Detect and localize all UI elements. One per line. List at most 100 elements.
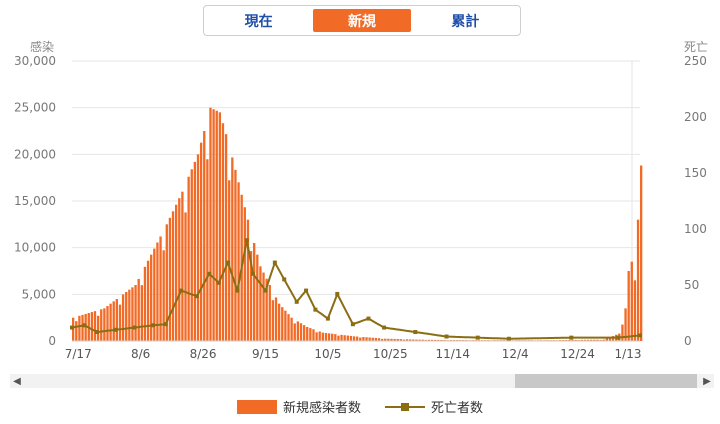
case-bar — [109, 303, 112, 341]
case-bar — [100, 309, 103, 341]
case-bar — [84, 313, 87, 341]
scroll-left-button[interactable]: ◀ — [13, 375, 21, 387]
case-bar — [190, 169, 193, 341]
case-bar — [271, 300, 275, 341]
case-bar — [302, 325, 306, 341]
tab-current[interactable]: 現在 — [244, 13, 273, 30]
case-bar — [434, 339, 437, 341]
case-bar — [81, 314, 84, 341]
case-bar — [309, 328, 312, 341]
right-tick-label: 150 — [684, 166, 707, 180]
case-bar — [387, 338, 390, 341]
case-bar — [384, 338, 387, 341]
case-bar — [380, 338, 384, 341]
case-bar — [430, 339, 434, 341]
case-bar — [343, 335, 346, 341]
case-bar — [128, 289, 131, 341]
case-bar — [174, 204, 178, 341]
legend-item-cases[interactable]: 新規感染者数 — [236, 397, 361, 416]
case-bar — [590, 339, 593, 341]
case-bar — [583, 339, 587, 341]
case-bar — [359, 337, 362, 341]
case-bar — [146, 260, 150, 341]
case-bar — [196, 154, 200, 341]
deaths-point — [216, 280, 221, 285]
case-bar — [249, 251, 253, 341]
deaths-point — [335, 291, 340, 296]
case-bar — [427, 339, 431, 341]
case-bar — [399, 339, 403, 341]
case-bar — [262, 272, 265, 341]
case-bar — [253, 243, 256, 341]
case-bar — [150, 254, 153, 341]
case-bar — [171, 211, 175, 341]
left-tick-label: 15,000 — [14, 194, 56, 208]
legend-label-deaths: 死亡者数 — [431, 401, 484, 416]
deaths-point — [272, 260, 277, 265]
case-bar — [621, 324, 624, 341]
case-bar — [368, 337, 371, 341]
case-bar — [90, 312, 94, 341]
case-bar — [209, 107, 212, 342]
deaths-point — [444, 334, 449, 339]
deaths-point — [82, 323, 87, 328]
scroll-thumb[interactable] — [515, 374, 697, 388]
case-bar — [131, 287, 134, 341]
right-tick-label: 200 — [684, 110, 707, 124]
scroll-right-button[interactable]: ▶ — [703, 375, 711, 387]
case-bar — [187, 176, 190, 341]
case-bar — [440, 339, 443, 341]
case-bar — [206, 159, 209, 341]
case-bar — [75, 321, 78, 341]
case-bar — [277, 303, 281, 341]
tab-cumulative[interactable]: 累計 — [451, 13, 480, 30]
case-bar — [96, 315, 100, 341]
case-bar — [215, 110, 218, 342]
case-bar — [125, 292, 128, 341]
legend-item-deaths[interactable]: 死亡者数 — [385, 397, 483, 416]
case-bar — [153, 248, 156, 341]
case-bar — [571, 339, 574, 341]
case-bar — [246, 219, 250, 341]
left-axis-title: 感染 — [30, 40, 55, 54]
case-bar — [143, 266, 147, 341]
left-tick-label: 5,000 — [22, 287, 56, 301]
x-tick-label: 11/14 — [435, 347, 470, 361]
deaths-point — [304, 288, 309, 293]
case-bar — [337, 335, 340, 341]
case-bar — [565, 339, 568, 341]
case-bar — [586, 339, 590, 341]
chart-scrollbar[interactable]: ◀ ▶ — [10, 374, 714, 388]
case-bar — [602, 339, 605, 341]
deaths-point — [70, 325, 74, 330]
deaths-point — [179, 288, 184, 293]
legend-label-cases: 新規感染者数 — [282, 401, 361, 416]
deaths-point — [207, 271, 212, 276]
legend-swatch-cases — [236, 399, 277, 414]
deaths-point — [638, 333, 642, 338]
left-tick-label: 20,000 — [14, 147, 56, 161]
case-bar — [140, 285, 143, 341]
chart-legend: 新規感染者数 死亡者数 — [0, 397, 720, 416]
x-tick-label: 1/13 — [615, 347, 642, 361]
case-bar — [633, 280, 637, 341]
case-bar — [137, 278, 140, 341]
case-bar — [290, 317, 293, 341]
x-tick-label: 7/17 — [65, 347, 92, 361]
case-bar — [605, 338, 608, 341]
case-bar — [274, 297, 278, 341]
x-tick-label: 8/26 — [190, 347, 217, 361]
right-tick-label: 50 — [684, 278, 699, 292]
case-bar — [134, 285, 137, 341]
case-bar — [437, 339, 440, 341]
case-bar — [231, 157, 234, 341]
case-bar — [287, 314, 290, 341]
case-bar — [640, 165, 643, 341]
case-bar — [299, 323, 303, 341]
case-bar — [608, 337, 612, 341]
case-bar — [624, 308, 627, 341]
case-bar — [415, 339, 418, 341]
deaths-point — [350, 322, 355, 327]
case-bar — [237, 182, 240, 341]
tab-new[interactable]: 新規 — [313, 9, 411, 32]
